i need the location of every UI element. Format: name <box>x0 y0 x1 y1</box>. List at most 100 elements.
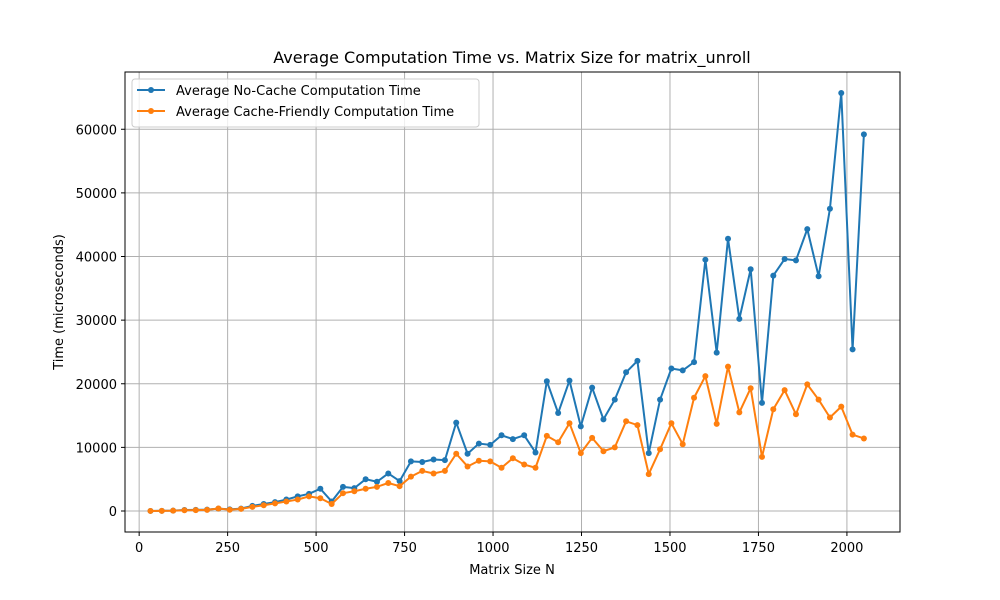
data-point <box>623 369 630 376</box>
data-point <box>328 501 335 508</box>
data-point <box>713 349 720 356</box>
y-tick-label: 60000 <box>76 123 117 138</box>
data-point <box>260 502 267 509</box>
data-point <box>543 378 550 385</box>
data-point <box>815 273 822 280</box>
data-point <box>521 432 528 439</box>
data-point <box>475 457 482 464</box>
x-tick-label: 500 <box>304 541 329 556</box>
legend: Average No-Cache Computation Time Averag… <box>131 78 480 128</box>
data-point <box>725 363 732 370</box>
data-point <box>815 396 822 403</box>
y-tick-label: 10000 <box>76 441 117 456</box>
data-point <box>373 478 380 485</box>
x-tick-label: 1000 <box>476 541 509 556</box>
data-point <box>181 507 188 514</box>
legend-swatch-marker-no-cache <box>148 87 154 93</box>
x-axis-label: Matrix Size N <box>469 563 555 578</box>
data-point <box>532 464 539 471</box>
data-point <box>702 256 709 263</box>
data-point <box>396 478 403 485</box>
data-point <box>192 507 199 514</box>
data-point <box>781 256 788 263</box>
data-point <box>317 485 324 492</box>
data-point <box>317 495 324 502</box>
data-point <box>215 505 222 512</box>
data-point <box>158 507 165 514</box>
data-point <box>430 470 437 477</box>
data-point <box>204 506 211 513</box>
data-point <box>396 483 403 490</box>
y-axis: 0 10000 20000 30000 40000 50000 60000 <box>76 123 125 520</box>
data-point <box>589 434 596 441</box>
x-tick-label: 750 <box>392 541 417 556</box>
x-tick-label: 1250 <box>565 541 598 556</box>
y-tick-label: 50000 <box>76 187 117 202</box>
data-point <box>634 357 641 364</box>
data-point <box>532 449 539 456</box>
data-point <box>147 507 154 514</box>
data-point <box>498 432 505 439</box>
data-point <box>804 381 811 388</box>
data-point <box>577 450 584 457</box>
data-point <box>555 439 562 446</box>
data-point <box>441 457 448 464</box>
data-point <box>657 446 664 453</box>
data-point <box>668 420 675 427</box>
data-point <box>657 396 664 403</box>
data-point <box>283 498 290 505</box>
x-tick-label: 250 <box>215 541 240 556</box>
data-point <box>487 458 494 465</box>
data-point <box>373 483 380 490</box>
legend-label-cache-friendly: Average Cache-Friendly Computation Time <box>176 105 454 120</box>
data-point <box>691 359 698 366</box>
data-point <box>509 455 516 462</box>
data-point <box>747 385 754 392</box>
data-point <box>362 485 369 492</box>
data-point <box>860 131 867 138</box>
data-point <box>611 396 618 403</box>
data-point <box>385 470 392 477</box>
data-point <box>600 448 607 455</box>
data-point <box>804 226 811 233</box>
data-point <box>419 459 426 466</box>
data-point <box>679 367 686 374</box>
data-point <box>272 500 279 507</box>
data-point <box>747 266 754 273</box>
data-point <box>385 480 392 487</box>
series-layer <box>147 89 867 514</box>
data-point <box>713 420 720 427</box>
data-point <box>736 409 743 416</box>
data-point <box>611 444 618 451</box>
plot-area-frame <box>124 71 901 533</box>
data-point <box>543 432 550 439</box>
data-point <box>758 399 765 406</box>
legend-swatch-marker-cache-friendly <box>148 108 154 114</box>
data-point <box>294 496 301 503</box>
data-point <box>419 467 426 474</box>
data-point <box>509 436 516 443</box>
data-point <box>498 464 505 471</box>
data-point <box>487 441 494 448</box>
x-axis: 0 250 500 750 1000 1250 1500 1750 2000 <box>135 532 863 556</box>
data-point <box>566 420 573 427</box>
series-1 <box>147 363 867 514</box>
y-tick-label: 40000 <box>76 251 117 266</box>
series-0 <box>147 89 867 514</box>
data-point <box>249 503 256 510</box>
data-point <box>668 365 675 372</box>
grid-lines <box>125 72 900 532</box>
data-point <box>170 507 177 514</box>
data-point <box>453 419 460 426</box>
data-point <box>407 473 414 480</box>
data-point <box>566 377 573 384</box>
data-point <box>849 431 856 438</box>
data-point <box>758 453 765 460</box>
data-point <box>430 456 437 463</box>
data-point <box>453 450 460 457</box>
data-point <box>464 463 471 470</box>
data-point <box>339 483 346 490</box>
data-point <box>623 418 630 425</box>
data-point <box>770 272 777 279</box>
data-point <box>645 471 652 478</box>
